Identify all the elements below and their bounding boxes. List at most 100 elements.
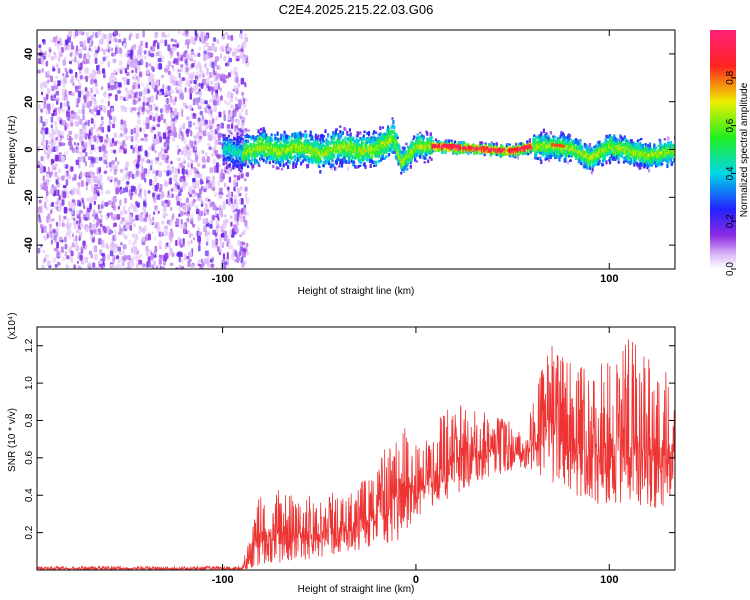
signal-cell (235, 156, 238, 159)
noise-speckle (140, 227, 144, 232)
noise-speckle (236, 227, 239, 234)
noise-speckle (122, 140, 126, 147)
noise-speckle (45, 118, 48, 126)
noise-speckle (78, 191, 81, 196)
noise-speckle (81, 245, 84, 250)
noise-speckle (50, 232, 54, 240)
noise-speckle (137, 118, 140, 125)
noise-speckle (212, 130, 215, 136)
noise-speckle (214, 100, 219, 106)
noise-speckle (50, 210, 53, 214)
signal-cell (277, 137, 280, 142)
noise-speckle (193, 97, 197, 103)
noise-speckle (75, 235, 78, 242)
noise-speckle (192, 177, 196, 183)
noise-speckle (180, 211, 183, 216)
noise-speckle (183, 139, 187, 145)
noise-speckle (91, 135, 94, 139)
noise-speckle (235, 96, 238, 101)
noise-speckle (65, 191, 69, 198)
noise-speckle (51, 128, 55, 132)
noise-speckle (134, 159, 138, 163)
noise-speckle (40, 108, 43, 113)
noise-speckle (85, 58, 89, 64)
noise-speckle (235, 255, 240, 262)
noise-speckle (103, 34, 107, 40)
noise-speckle (214, 192, 217, 198)
noise-speckle (130, 128, 134, 135)
noise-speckle (174, 39, 177, 43)
noise-speckle (91, 95, 95, 102)
noise-speckle (231, 117, 234, 124)
noise-speckle (49, 171, 52, 179)
noise-speckle (151, 146, 154, 152)
noise-speckle (180, 178, 184, 183)
noise-speckle (87, 135, 91, 140)
signal-cell (359, 131, 362, 135)
noise-speckle (55, 136, 59, 141)
noise-speckle (143, 50, 147, 55)
noise-speckle (56, 176, 60, 181)
noise-speckle (102, 255, 106, 262)
noise-speckle (192, 146, 196, 153)
noise-speckle (239, 246, 244, 252)
signal-cell (287, 140, 290, 143)
signal-cell (318, 165, 321, 169)
signal-cell (240, 165, 244, 170)
noise-speckle (146, 261, 149, 268)
signal-cell (369, 163, 372, 168)
signal-cell (239, 132, 242, 135)
noise-speckle (177, 69, 181, 73)
noise-speckle (107, 61, 110, 68)
noise-speckle (120, 105, 123, 109)
signal-cell (307, 164, 310, 168)
noise-speckle (197, 193, 201, 199)
noise-speckle (138, 45, 142, 50)
signal-cell (338, 165, 341, 168)
noise-speckle (58, 221, 62, 227)
noise-speckle (230, 92, 234, 99)
noise-speckle (219, 87, 222, 92)
noise-speckle (68, 208, 73, 212)
noise-speckle (79, 130, 83, 138)
signal-cell (240, 144, 244, 149)
signal-cell (430, 136, 433, 140)
noise-speckle (189, 193, 192, 198)
noise-speckle (142, 205, 147, 211)
noise-speckle (123, 123, 127, 129)
noise-speckle (174, 96, 177, 102)
signal-cell (407, 162, 410, 166)
noise-speckle (55, 97, 60, 102)
noise-speckle (69, 245, 73, 252)
noise-speckle (83, 172, 86, 176)
noise-speckle (103, 91, 107, 98)
noise-speckle (40, 57, 44, 64)
noise-speckle (108, 93, 112, 97)
noise-speckle (237, 175, 241, 181)
noise-speckle (89, 235, 94, 239)
noise-speckle (241, 207, 244, 214)
noise-speckle (47, 79, 50, 84)
signal-cell (241, 159, 244, 164)
noise-speckle (112, 257, 115, 264)
signal-cell (277, 167, 280, 170)
noise-speckle (81, 90, 85, 94)
signal-cell (333, 136, 336, 140)
noise-speckle (238, 112, 242, 117)
noise-speckle (173, 76, 177, 81)
noise-speckle (181, 134, 184, 140)
noise-speckle (144, 55, 147, 60)
noise-speckle (42, 175, 45, 182)
noise-speckle (86, 207, 91, 213)
noise-speckle (77, 90, 82, 98)
noise-speckle (196, 183, 200, 190)
noise-speckle (49, 75, 53, 82)
noise-speckle (124, 106, 127, 113)
noise-speckle (68, 140, 72, 146)
noise-speckle (226, 35, 231, 40)
noise-speckle (208, 52, 212, 57)
noise-speckle (141, 157, 145, 163)
noise-speckle (241, 241, 246, 246)
noise-speckle (233, 186, 236, 192)
noise-speckle (101, 203, 104, 209)
